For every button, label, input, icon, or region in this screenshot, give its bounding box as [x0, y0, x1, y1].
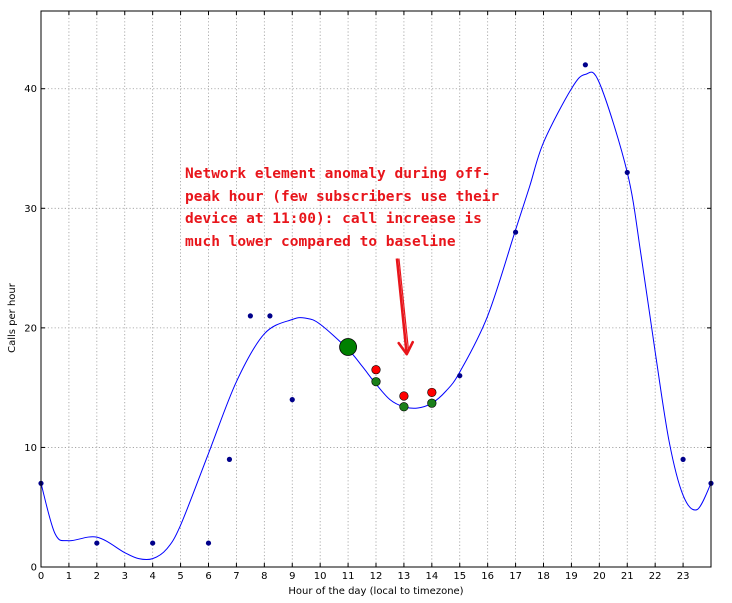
x-tick-label: 16	[481, 571, 494, 582]
y-tick-label: 40	[24, 84, 37, 95]
data-point	[512, 229, 519, 235]
x-axis-label: Hour of the day (local to timezone)	[288, 586, 463, 597]
annotation-arrow-head	[397, 340, 415, 356]
x-tick-label: 20	[593, 571, 606, 582]
data-point	[399, 402, 409, 412]
y-tick-label: 20	[24, 323, 37, 334]
annotation-line-2: peak hour (few subscribers use their	[185, 189, 500, 205]
anomaly-point	[371, 365, 381, 375]
data-point	[624, 169, 630, 176]
annotation-line-1: Network element anomaly during off-	[185, 166, 491, 182]
y-tick-label: 10	[24, 443, 37, 454]
axis-ticks: 0 1 2 3 4 5 6 7 8 9 10 11 12 13 14 15 16 17 18 19 20 21 22 2301…	[24, 11, 711, 582]
x-tick-label: 7	[233, 571, 239, 582]
x-tick-label: 21	[621, 571, 634, 582]
data-point	[267, 313, 273, 319]
highlighted-point	[339, 338, 357, 356]
x-tick-label: 12	[370, 571, 383, 582]
x-tick-label: 11	[342, 571, 355, 582]
y-tick-label: 0	[31, 563, 37, 574]
x-tick-label: 4	[149, 571, 155, 582]
data-point	[680, 456, 686, 462]
data-point	[94, 540, 100, 546]
x-tick-label: 14	[425, 571, 438, 582]
x-tick-label: 22	[649, 571, 662, 582]
x-tick-label: 0	[38, 571, 44, 582]
x-tick-label: 13	[398, 571, 411, 582]
annotation-line-3: device at 11:00): call increase is	[185, 211, 482, 227]
data-point	[247, 313, 253, 319]
data-point	[289, 397, 295, 403]
x-tick-label: 15	[453, 571, 466, 582]
x-tick-label: 3	[122, 571, 128, 582]
annotation-line-4: much lower compared to baseline	[185, 234, 456, 250]
grid-lines	[40, 11, 711, 568]
data-point	[457, 373, 463, 379]
data-point	[226, 456, 233, 462]
x-tick-label: 5	[177, 571, 183, 582]
fitted-curve	[40, 71, 712, 561]
x-tick-label: 2	[94, 571, 100, 582]
data-point	[371, 377, 381, 387]
x-tick-label: 19	[565, 571, 578, 582]
data-point	[205, 540, 212, 546]
data-point	[427, 398, 437, 408]
x-tick-label: 10	[314, 571, 327, 582]
data-point	[150, 540, 156, 546]
fitted-curve-layer	[40, 71, 712, 561]
annotation-arrow-shaft-stroke	[398, 258, 410, 353]
x-tick-label: 6	[205, 571, 211, 582]
annotation-arrow-shaft	[395, 258, 409, 355]
y-axis-label: Calls per hour	[7, 282, 18, 353]
x-tick-label: 23	[677, 571, 690, 582]
data-points-layer	[38, 62, 714, 546]
x-tick-label: 17	[509, 571, 522, 582]
data-point	[582, 62, 588, 68]
x-tick-label: 18	[537, 571, 550, 582]
anomaly-point	[399, 391, 409, 401]
y-tick-label: 30	[24, 204, 37, 215]
x-tick-label: 1	[66, 571, 72, 582]
x-tick-label: 8	[261, 571, 267, 582]
anomaly-point	[427, 387, 437, 398]
x-tick-label: 9	[289, 571, 295, 582]
annotation: Network element anomaly during off- peak…	[185, 166, 500, 356]
